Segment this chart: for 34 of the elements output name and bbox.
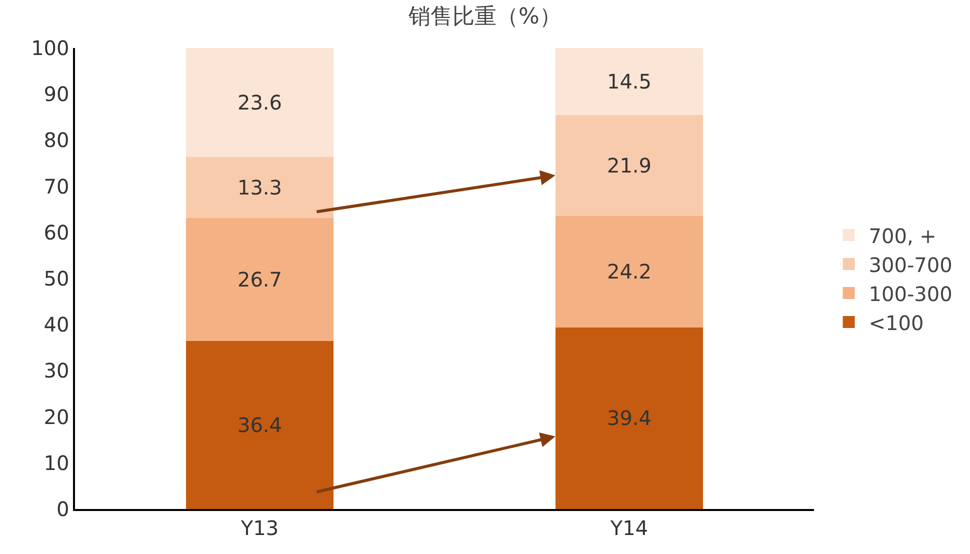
y-tick-label: 90 [44,82,70,106]
y-tick-label: 100 [31,36,70,60]
bar [555,114,704,216]
data-label: 14.5 [606,69,652,94]
bar [186,341,334,509]
y-tick-label: 50 [44,266,70,290]
data-label: 23.6 [237,90,282,114]
data-label: 26.7 [237,268,282,292]
y-tick-label: 0 [56,497,70,521]
bar [186,218,334,342]
bar [186,156,334,218]
data-label: 13.3 [237,175,282,200]
y-tick-label: 70 [44,174,70,198]
x-tick-label: Y14 [609,516,648,540]
data-label: 39.4 [606,406,652,430]
legend-label: 300-700 [868,252,952,277]
bar [555,216,704,328]
bar [555,327,704,509]
legend-label: 100-300 [868,282,952,306]
y-tick-label: 80 [44,128,70,152]
y-tick-label: 20 [44,404,70,429]
data-label: 21.9 [606,153,652,178]
y-tick-label: 30 [44,358,70,383]
y-tick-label: 10 [44,450,70,475]
legend-label: <100 [868,310,924,335]
y-tick-label: 40 [44,312,70,337]
data-label: 24.2 [606,260,652,284]
chart-title: 销售比重（%） [408,4,562,30]
bar [186,48,334,157]
data-label: 36.4 [237,413,282,438]
legend-label: 700, + [868,224,936,248]
x-tick-label: Y13 [240,516,279,540]
y-tick-label: 60 [44,220,70,244]
bar [555,48,704,115]
